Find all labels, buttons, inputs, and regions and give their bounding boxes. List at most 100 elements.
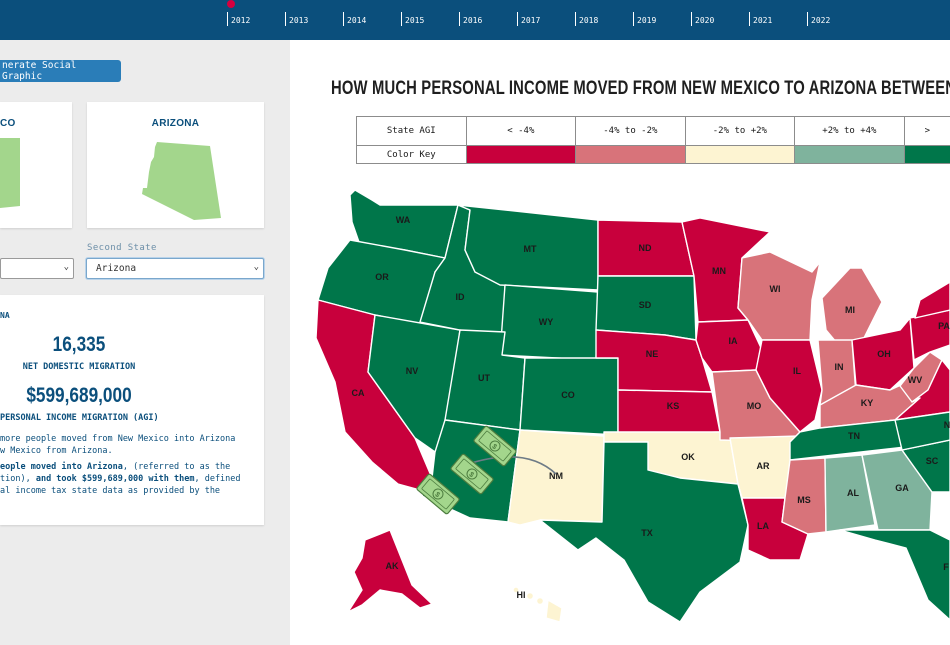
desc-line: tion), and took $599,689,000 with them, … xyxy=(0,474,241,484)
first-state-select[interactable]: ⌄ xyxy=(0,258,74,279)
label-ky: KY xyxy=(861,398,874,408)
state-ia[interactable] xyxy=(695,319,763,373)
desc-line: w Mexico from Arizona. xyxy=(0,446,113,456)
second-state-card-title: ARIZONA xyxy=(151,118,200,129)
first-state-card: CO xyxy=(0,102,72,228)
label-f: F xyxy=(943,562,949,572)
svg-text:$: $ xyxy=(433,491,441,499)
agi-value: $599,689,000 xyxy=(26,384,132,407)
net-migration-label: NET DOMESTIC MIGRATION xyxy=(22,362,136,372)
legend-key-label: Color Key xyxy=(356,145,467,164)
label-mi: MI xyxy=(845,305,855,315)
legend-range: < -4% xyxy=(465,116,577,146)
label-sc: SC xyxy=(926,456,939,466)
label-in: IN xyxy=(835,362,844,372)
year-timeline: 2012 2013 2014 2015 2016 2017 2018 2019 … xyxy=(0,0,950,40)
us-map: WA OR CA NV ID MT WY UT CO NM ND SD NE K… xyxy=(315,189,950,623)
state-mi[interactable] xyxy=(821,267,883,343)
state-al[interactable] xyxy=(824,454,876,533)
label-ia: IA xyxy=(729,336,739,346)
label-ca: CA xyxy=(352,388,365,398)
timeline-year-2013[interactable]: 2013 xyxy=(285,12,308,26)
second-state-card: ARIZONA xyxy=(87,102,264,228)
timeline-year-2016[interactable]: 2016 xyxy=(459,12,482,26)
color-legend: State AGI < -4% -4% to -2% -2% to +2% +2… xyxy=(356,116,950,164)
label-tx: TX xyxy=(641,528,653,538)
label-wa: WA xyxy=(396,215,411,225)
label-ks: KS xyxy=(667,401,680,411)
label-pa: PA xyxy=(938,321,950,331)
timeline-year-2019[interactable]: 2019 xyxy=(633,12,656,26)
state-abbr: NA xyxy=(0,311,10,320)
label-hi: HI xyxy=(517,590,526,600)
migration-description: more people moved from New Mexico into A… xyxy=(0,433,260,497)
timeline-year-2014[interactable]: 2014 xyxy=(343,12,366,26)
desc-line: eople moved into Arizona, (referred to a… xyxy=(0,462,231,472)
timeline-year-2018[interactable]: 2018 xyxy=(575,12,598,26)
state-fl[interactable] xyxy=(839,529,950,621)
state-ny[interactable] xyxy=(914,281,950,319)
label-tn: TN xyxy=(848,431,860,441)
timeline-year-2020[interactable]: 2020 xyxy=(691,12,714,26)
timeline-year-2012[interactable]: 2012 xyxy=(227,12,250,26)
state-wi[interactable] xyxy=(737,251,821,341)
second-state-label: Second State xyxy=(87,243,157,253)
label-n: N xyxy=(944,420,950,430)
label-al: AL xyxy=(847,488,859,498)
label-ne: NE xyxy=(646,349,659,359)
arizona-shape xyxy=(142,142,221,220)
svg-text:$: $ xyxy=(490,443,498,451)
legend-range: -4% to -2% xyxy=(575,116,686,146)
label-co: CO xyxy=(561,390,575,400)
migration-flow-line xyxy=(464,456,557,475)
state-va[interactable] xyxy=(894,359,950,421)
label-mn: MN xyxy=(712,266,726,276)
label-wi: WI xyxy=(770,284,781,294)
legend-range: -2% to +2% xyxy=(684,116,796,146)
timeline-year-2017[interactable]: 2017 xyxy=(517,12,540,26)
legend-header-label: State AGI xyxy=(356,116,467,146)
legend-swatch xyxy=(575,145,686,164)
label-nm: NM xyxy=(549,471,563,481)
label-sd: SD xyxy=(639,300,652,310)
state-ks[interactable] xyxy=(617,389,721,436)
desc-line: al income tax state data as provided by … xyxy=(0,486,221,496)
second-state-select[interactable]: Arizona ⌄ xyxy=(86,258,264,279)
label-nv: NV xyxy=(406,366,419,376)
legend-range: > xyxy=(903,116,950,146)
generate-social-graphic-button[interactable]: nerate Social Graphic xyxy=(0,60,121,82)
label-ak: AK xyxy=(386,561,399,571)
label-ms: MS xyxy=(797,495,811,505)
svg-text:$: $ xyxy=(467,471,475,479)
chevron-down-icon: ⌄ xyxy=(63,262,69,272)
state-ga[interactable] xyxy=(861,449,933,531)
label-ok: OK xyxy=(681,452,695,462)
agi-label: PERSONAL INCOME MIGRATION (AGI) xyxy=(0,413,159,423)
timeline-selected-marker[interactable] xyxy=(227,0,235,8)
legend-range: +2% to +4% xyxy=(794,116,905,146)
label-ga: GA xyxy=(895,483,909,493)
label-ar: AR xyxy=(757,461,770,471)
label-or: OR xyxy=(375,272,389,282)
first-state-card-title: CO xyxy=(0,118,16,129)
state-tx[interactable] xyxy=(539,441,749,623)
desc-line: more people moved from New Mexico into A… xyxy=(0,434,236,444)
net-migration-value: 16,335 xyxy=(52,333,106,356)
legend-swatch xyxy=(903,145,950,164)
label-la: LA xyxy=(757,521,769,531)
timeline-year-2015[interactable]: 2015 xyxy=(401,12,424,26)
label-wv: WV xyxy=(908,375,923,385)
migration-stats-card: NA 16,335 NET DOMESTIC MIGRATION $599,68… xyxy=(0,295,264,525)
label-id: ID xyxy=(456,292,466,302)
legend-swatch xyxy=(465,145,577,164)
timeline-year-2022[interactable]: 2022 xyxy=(807,12,830,26)
state-il[interactable] xyxy=(755,339,823,433)
state-hi[interactable] xyxy=(512,586,563,623)
label-il: IL xyxy=(793,366,802,376)
label-ut: UT xyxy=(478,373,490,383)
timeline-year-2021[interactable]: 2021 xyxy=(749,12,772,26)
state-ak[interactable] xyxy=(347,529,433,613)
state-nc[interactable] xyxy=(894,411,950,451)
chevron-down-icon: ⌄ xyxy=(253,262,259,272)
label-mo: MO xyxy=(747,401,762,411)
